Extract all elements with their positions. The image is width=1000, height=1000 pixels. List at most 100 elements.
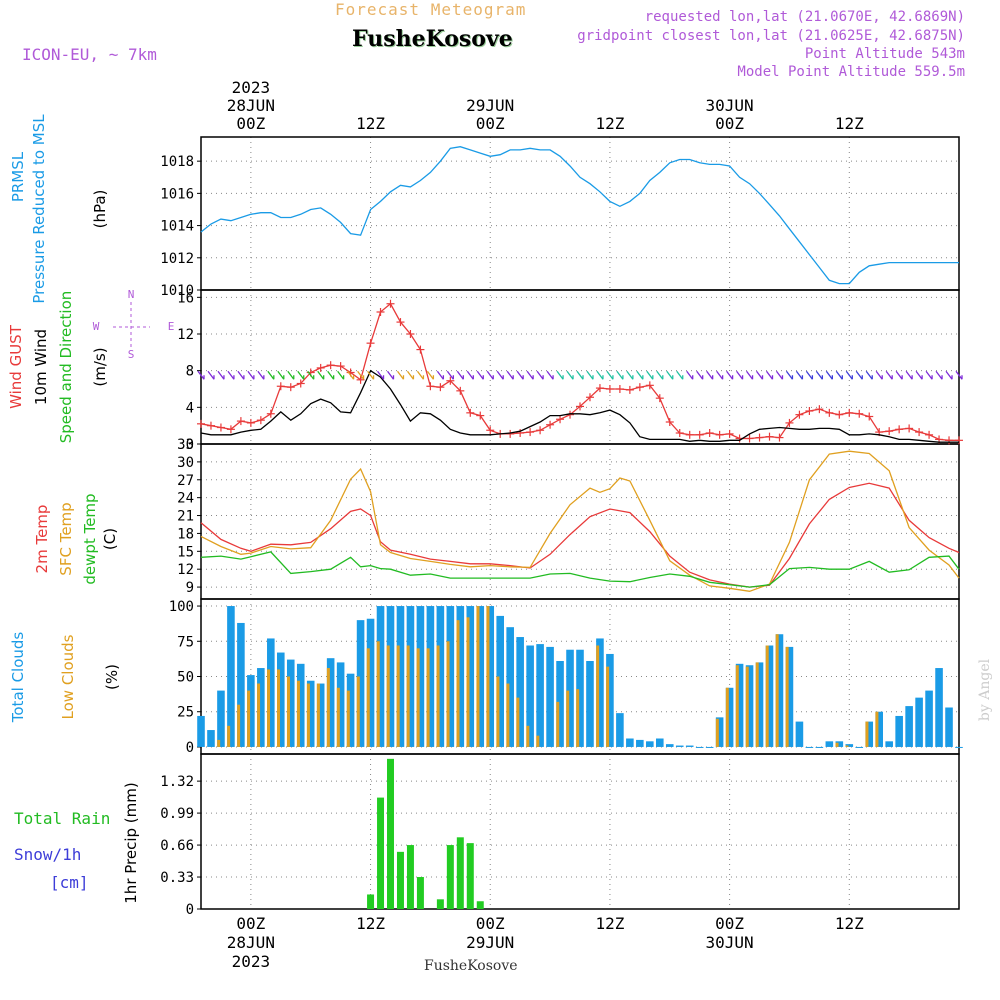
top-date-label: 28JUN xyxy=(227,96,275,115)
total-cloud-bar xyxy=(665,744,674,747)
total-cloud-bar xyxy=(556,661,564,747)
y-tick-label: 18 xyxy=(177,526,194,542)
low-cloud-bar xyxy=(785,646,789,747)
wind-dir-arrow xyxy=(845,370,853,380)
y-tick-label: 33 xyxy=(177,437,194,453)
total-cloud-bar xyxy=(805,746,814,748)
total-cloud-bar xyxy=(765,645,774,747)
low-cloud-bar xyxy=(446,641,450,747)
total-cloud-bar xyxy=(227,606,235,747)
low-cloud-bar xyxy=(356,676,360,747)
rain-bar xyxy=(396,851,404,909)
snow-label: Snow/1h xyxy=(14,845,82,864)
wind-dir-arrow xyxy=(726,370,734,380)
low-cloud-bar xyxy=(735,665,739,747)
total-cloud-bar xyxy=(296,663,305,747)
total-cloud-bar xyxy=(406,606,415,747)
bottom-hour-label: 00Z xyxy=(715,914,744,933)
prmsl-panel xyxy=(200,146,959,285)
total-cloud-bar xyxy=(376,606,385,747)
total-cloud-bar xyxy=(506,627,514,747)
wind-dir-arrow xyxy=(317,370,325,380)
total-cloud-bar xyxy=(915,697,923,747)
point-altitude: Point Altitude 543m xyxy=(804,46,965,62)
total-cloud-bar xyxy=(616,713,624,747)
total-cloud-bar xyxy=(536,644,544,747)
low-cloud-bar xyxy=(526,725,530,747)
bottom-hour-label: 12Z xyxy=(835,914,864,933)
wind-dir-arrow xyxy=(885,370,893,380)
rain-bar xyxy=(367,894,375,909)
y-tick-label: 75 xyxy=(177,634,194,650)
rain-bar xyxy=(456,837,464,909)
total-cloud-bar xyxy=(945,707,953,747)
total-cloud-bar xyxy=(895,715,903,747)
wind-dir-arrow xyxy=(516,370,524,380)
wind-dir-arrow xyxy=(227,370,235,380)
series-line xyxy=(200,551,960,588)
low-cloud-bar xyxy=(366,648,370,747)
station-title: FusheKosove xyxy=(352,26,513,52)
wind-dir-arrow xyxy=(815,370,823,380)
wind-dir-arrow xyxy=(367,370,375,380)
wind-dir-arrow xyxy=(656,370,664,380)
wind-dir-arrow xyxy=(855,370,863,380)
wind-dir-arrow xyxy=(955,370,963,380)
wind-dir-arrow xyxy=(267,370,275,380)
low-cloud-bar xyxy=(217,739,221,747)
low-cloud-bar xyxy=(306,683,310,747)
total-cloud-bar xyxy=(466,606,475,747)
low-cloud-bar xyxy=(396,645,400,747)
low-cloud-bar xyxy=(606,666,610,747)
total-cloud-bar xyxy=(326,658,335,747)
low-cloud-bar xyxy=(765,645,769,747)
bottom-year-label: 2023 xyxy=(232,952,271,971)
wind-dir-arrow xyxy=(935,370,943,380)
wind-dir-arrow xyxy=(337,370,345,380)
y-tick-label: 0 xyxy=(186,437,194,453)
total-cloud-bar xyxy=(855,746,864,748)
y-tick-label: 1012 xyxy=(160,251,194,267)
total-cloud-bar xyxy=(875,711,884,747)
bottom-hour-label: 00Z xyxy=(476,914,505,933)
total-cloud-bar xyxy=(237,622,245,747)
total-cloud-bar xyxy=(496,615,505,747)
wind-dir-arrow xyxy=(297,370,305,380)
low-cloud-bar xyxy=(835,742,839,747)
low-cloud-bar xyxy=(336,687,340,747)
wind-dir-arrow xyxy=(377,370,385,380)
wind-dir-arrow xyxy=(915,370,923,380)
y-tick-label: 9 xyxy=(186,580,194,596)
y-tick-label: 30 xyxy=(177,455,194,471)
wind-dir-arrow xyxy=(865,370,873,380)
total-cloud-bar xyxy=(835,741,844,747)
top-hour-label: 00Z xyxy=(236,114,265,133)
low-cloud-bar xyxy=(237,704,241,747)
low-cloud-bar xyxy=(755,662,759,747)
wind-dir-arrow xyxy=(586,370,594,380)
low-cloud-bar xyxy=(406,645,410,747)
low-cloud-bar xyxy=(346,690,350,747)
total-cloud-bar xyxy=(715,717,724,747)
total-cloud-bar xyxy=(685,745,694,747)
wind-panel xyxy=(197,299,963,445)
bottom-date-label: 29JUN xyxy=(466,933,514,952)
wind-dir-arrow xyxy=(247,370,255,380)
total-cloud-bar xyxy=(955,746,963,748)
wind-dir-arrow xyxy=(556,370,564,380)
y-tick-label: 0.66 xyxy=(160,838,194,854)
y-tick-label: 0.99 xyxy=(160,806,194,822)
top-year-label: 2023 xyxy=(232,78,271,97)
wind-dir-arrow xyxy=(526,370,534,380)
low-cloud-bar xyxy=(556,701,560,747)
total-cloud-bar xyxy=(596,638,604,747)
total-cloud-bar xyxy=(306,680,315,747)
low-cloud-bar xyxy=(506,683,510,747)
total-cloud-bar xyxy=(436,606,445,747)
total-cloud-bar xyxy=(276,652,285,747)
low-cloud-bar xyxy=(516,697,520,747)
temp-panel xyxy=(200,450,960,592)
total-cloud-bar xyxy=(516,637,524,747)
rain-bar xyxy=(377,797,385,909)
series-line xyxy=(200,369,959,443)
